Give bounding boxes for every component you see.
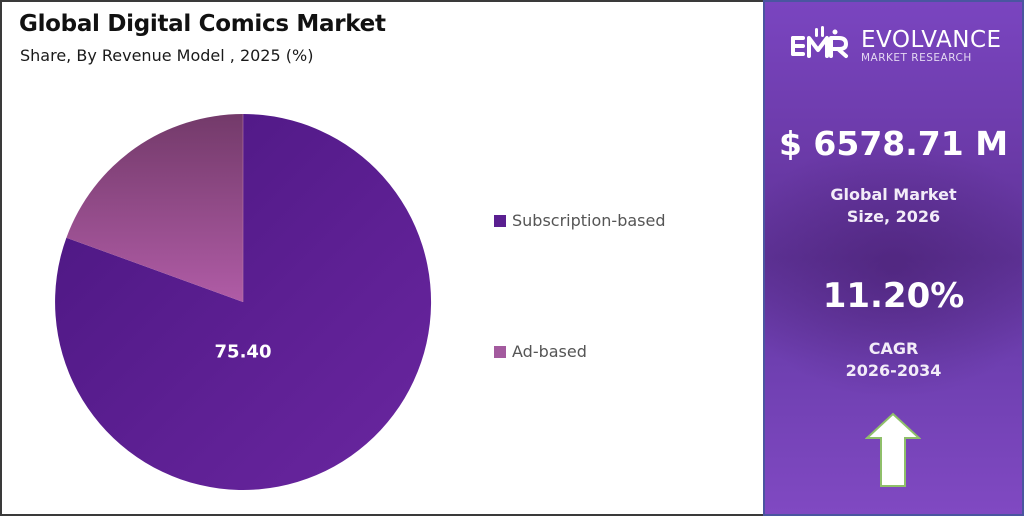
legend-label: Ad-based bbox=[512, 342, 587, 361]
emr-logo-icon bbox=[791, 26, 848, 58]
pie-chart: 75.40 bbox=[2, 2, 766, 518]
brand-name: EVOLVANCE bbox=[861, 26, 1002, 53]
brand-logo: EVOLVANCE MARKET RESEARCH bbox=[791, 26, 1002, 66]
cagr-caption-line1: CAGR bbox=[868, 339, 919, 358]
legend-item-ad-based[interactable]: Ad-based bbox=[494, 342, 587, 361]
summary-sidebar: EVOLVANCE MARKET RESEARCH $ 6578.71 M Gl… bbox=[763, 0, 1024, 516]
pie-data-label: 75.40 bbox=[214, 341, 272, 363]
chart-panel: Global Digital Comics Market Share, By R… bbox=[0, 0, 764, 516]
legend-item-subscription[interactable]: Subscription-based bbox=[494, 211, 665, 230]
cagr-value: 11.20% bbox=[822, 276, 965, 316]
cagr-caption: CAGR 2026-2034 bbox=[765, 338, 1022, 382]
market-size-value: $ 6578.71 M bbox=[778, 124, 1009, 163]
legend-label: Subscription-based bbox=[512, 211, 666, 230]
market-size-caption-line2: Size, 2026 bbox=[846, 207, 941, 226]
market-size-caption-line1: Global Market bbox=[830, 185, 957, 204]
cagr-caption-line2: 2026-2034 bbox=[845, 361, 942, 380]
pie-slice-ad-based[interactable] bbox=[66, 114, 244, 302]
arrow-up-icon bbox=[865, 412, 921, 487]
legend-swatch-subscription bbox=[494, 214, 506, 227]
brand-tagline: MARKET RESEARCH bbox=[861, 51, 972, 64]
chart-title: Global Digital Comics Market bbox=[19, 11, 386, 37]
pie-svg bbox=[55, 113, 432, 490]
chart-subtitle: Share, By Revenue Model , 2025 (%) bbox=[20, 46, 314, 65]
legend-swatch-ad-based bbox=[494, 345, 506, 358]
market-size-caption: Global Market Size, 2026 bbox=[765, 184, 1022, 228]
